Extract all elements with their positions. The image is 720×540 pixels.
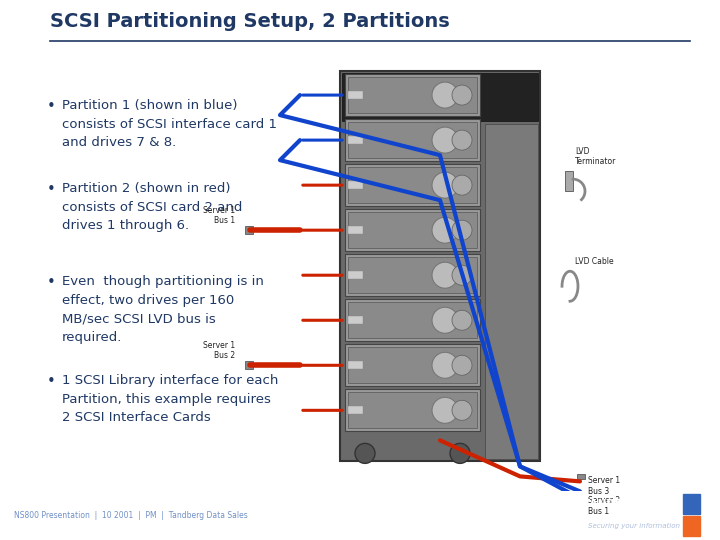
Circle shape — [432, 307, 458, 333]
Circle shape — [432, 217, 458, 243]
Bar — [348, 316, 363, 324]
Bar — [342, 73, 538, 121]
Bar — [348, 302, 477, 338]
Circle shape — [432, 262, 458, 288]
Text: SCSI Partitioning Setup, 2 Partitions: SCSI Partitioning Setup, 2 Partitions — [50, 12, 450, 31]
Bar — [348, 257, 477, 293]
Bar — [485, 124, 538, 460]
Bar — [348, 136, 363, 144]
Bar — [348, 167, 477, 203]
Circle shape — [452, 175, 472, 195]
Circle shape — [452, 310, 472, 330]
Bar — [245, 361, 253, 369]
Bar — [345, 299, 480, 341]
Text: Server 2
Bus 1: Server 2 Bus 1 — [588, 496, 620, 516]
Text: LVD Cable: LVD Cable — [575, 257, 613, 266]
Bar — [245, 226, 253, 234]
Bar — [683, 516, 700, 536]
Circle shape — [432, 172, 458, 198]
Circle shape — [355, 443, 375, 463]
Circle shape — [452, 85, 472, 105]
Text: •: • — [47, 275, 55, 290]
Bar — [345, 389, 480, 431]
Circle shape — [432, 352, 458, 379]
Text: Securing your information: Securing your information — [588, 523, 680, 529]
Bar — [345, 209, 480, 251]
Circle shape — [450, 443, 470, 463]
Text: TANDBERG DATA: TANDBERG DATA — [583, 500, 680, 509]
Bar — [345, 119, 480, 161]
Bar — [348, 393, 477, 428]
Text: Server 1
Bus 1: Server 1 Bus 1 — [203, 206, 235, 225]
Bar — [348, 406, 363, 414]
Bar — [348, 226, 363, 234]
Bar — [348, 77, 477, 113]
Text: Server 1
Bus 3: Server 1 Bus 3 — [588, 476, 620, 496]
Circle shape — [432, 397, 458, 423]
Bar — [348, 91, 363, 99]
Text: •: • — [47, 99, 55, 114]
Text: •: • — [47, 374, 55, 389]
Circle shape — [452, 400, 472, 420]
Bar — [577, 495, 585, 500]
Text: NS800 Presentation  |  10 2001  |  PM  |  Tandberg Data Sales: NS800 Presentation | 10 2001 | PM | Tand… — [14, 511, 248, 519]
Text: LVD
Terminator: LVD Terminator — [575, 147, 616, 166]
Circle shape — [452, 265, 472, 285]
Bar — [577, 474, 585, 480]
Bar — [348, 181, 363, 189]
Bar — [348, 347, 477, 383]
Bar — [348, 361, 363, 369]
Text: Partition 2 (shown in red)
consists of SCSI card 2 and
drives 1 through 6.: Partition 2 (shown in red) consists of S… — [62, 182, 243, 232]
Bar — [345, 254, 480, 296]
Text: Server 1
Bus 2: Server 1 Bus 2 — [203, 341, 235, 360]
Bar — [345, 74, 480, 116]
Text: •: • — [47, 182, 55, 197]
Text: 1 SCSI Library interface for each
Partition, this example requires
2 SCSI Interf: 1 SCSI Library interface for each Partit… — [62, 374, 279, 424]
Bar — [345, 164, 480, 206]
Bar — [348, 122, 477, 158]
Circle shape — [452, 130, 472, 150]
Circle shape — [432, 127, 458, 153]
Bar — [340, 71, 540, 461]
Text: Even  though partitioning is in
effect, two drives per 160
MB/sec SCSI LVD bus i: Even though partitioning is in effect, t… — [62, 275, 264, 344]
Bar — [565, 171, 573, 191]
Text: Partition 1 (shown in blue)
consists of SCSI interface card 1
and drives 7 & 8.: Partition 1 (shown in blue) consists of … — [62, 99, 277, 149]
Circle shape — [432, 82, 458, 108]
Bar — [683, 494, 700, 514]
Bar — [348, 212, 477, 248]
Circle shape — [452, 355, 472, 375]
Circle shape — [452, 220, 472, 240]
Bar — [348, 271, 363, 279]
Bar — [345, 345, 480, 386]
